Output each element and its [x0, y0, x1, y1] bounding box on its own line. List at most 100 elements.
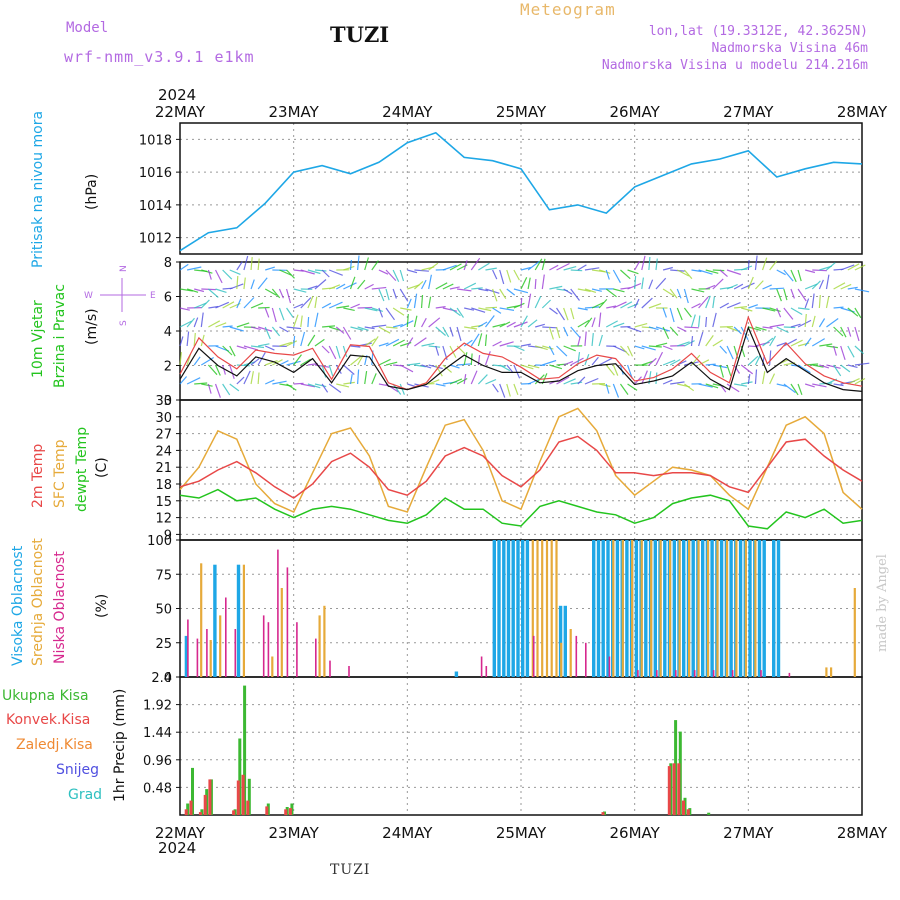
y-tick-label: 4 — [164, 325, 172, 340]
wind-arrow — [563, 307, 569, 321]
y-tick-label: 100 — [147, 534, 172, 549]
wind-arrow — [513, 269, 520, 281]
model-label: Model — [66, 20, 109, 36]
wind-arrow — [506, 321, 516, 328]
compass-w: W — [84, 291, 93, 301]
wind-arrow — [399, 269, 405, 282]
wind-arrow — [669, 358, 681, 366]
wind-arrow — [662, 288, 675, 297]
y-tick-label: 27 — [155, 428, 172, 443]
x-day-label-top: 24MAY — [382, 103, 433, 121]
wind-arrow — [492, 364, 506, 367]
wind-arrow — [378, 307, 384, 318]
wind-arrow — [413, 315, 418, 328]
wind-arrow — [534, 278, 537, 290]
wind-arrow — [584, 267, 600, 271]
wind-arrow — [265, 345, 275, 351]
wind-arrow — [541, 274, 545, 290]
wind-arrow — [499, 341, 514, 347]
wind-arrow — [300, 331, 306, 347]
wind-arrow — [619, 383, 629, 395]
wind-arrow — [740, 364, 754, 375]
wind-arrow — [734, 268, 748, 271]
precip-bar — [189, 800, 193, 815]
wind-arrow — [364, 283, 374, 290]
cloud-bar — [656, 670, 658, 677]
panel-frame — [179, 676, 863, 816]
wind-arrow — [406, 298, 412, 309]
wind-arrow — [200, 312, 204, 328]
wind-arrow — [279, 269, 292, 276]
wind-arrow — [726, 364, 732, 377]
wind-arrow — [257, 258, 260, 271]
cloud-bar — [592, 540, 596, 677]
wind-arrow — [449, 286, 460, 290]
wind-arrow — [258, 306, 270, 309]
wind-arrow — [612, 383, 620, 398]
wind-arrow — [307, 285, 318, 290]
cloud-bar — [675, 670, 677, 677]
wind-arrow — [627, 269, 639, 275]
wind-arrow — [435, 345, 440, 356]
wind-arrow — [236, 298, 242, 309]
x-day-label-bottom: 23MAY — [269, 824, 320, 842]
precip-bar — [284, 809, 288, 816]
wind-arrow — [350, 345, 361, 348]
wind-arrow — [741, 307, 753, 312]
wind-arrow — [606, 305, 617, 309]
x-day-label-top: 22MAY — [155, 103, 206, 121]
cloud-bar — [757, 540, 762, 677]
x-day-label-bottom: 28MAY — [837, 824, 888, 842]
wind-arrow — [847, 286, 858, 290]
wind-arrow — [435, 306, 446, 309]
cloud-bar — [738, 540, 743, 677]
wind-arrow — [399, 288, 409, 302]
cloud-bar — [267, 622, 270, 677]
wind-arrow — [783, 326, 796, 329]
wind-arrow — [535, 323, 545, 328]
wind-arrow — [698, 269, 713, 275]
cloud-bar — [621, 540, 624, 677]
wind-arrow — [676, 307, 683, 321]
wind-arrow — [762, 337, 774, 347]
wind-arrow — [328, 383, 342, 393]
cloud-bar — [525, 540, 530, 677]
wind-arrow — [477, 333, 483, 347]
wind-arrow — [634, 261, 641, 271]
wind-arrow — [442, 326, 450, 338]
wind-arrow — [428, 345, 441, 348]
wind-arrow — [776, 342, 787, 347]
wind-arrow — [634, 345, 645, 350]
wind-arrow — [762, 284, 772, 290]
wind-arrow — [257, 277, 268, 290]
wind-arrow — [307, 334, 316, 347]
wind-arrow — [854, 362, 870, 366]
wind-arrow — [705, 335, 714, 347]
wind-arrow — [477, 374, 488, 385]
cloud-bar — [596, 540, 601, 677]
y-tick-label: 6 — [164, 291, 172, 306]
cloud-bar — [480, 656, 483, 677]
cloud-bar — [669, 540, 672, 677]
wind-arrow — [464, 326, 478, 330]
wind-arrow — [797, 364, 811, 374]
wind-arrow — [591, 317, 596, 328]
wind-arrow — [342, 345, 348, 358]
cloud-bar — [663, 540, 667, 677]
wind-arrow — [655, 326, 671, 332]
wind-arrow — [825, 296, 830, 309]
wind-arrow — [833, 345, 837, 356]
wind-arrow — [264, 288, 277, 296]
wind-arrow — [179, 376, 188, 385]
precip-bar — [208, 779, 212, 815]
cloud-bar — [213, 564, 217, 677]
compass-e: E — [150, 291, 156, 301]
wind-arrow — [754, 255, 758, 271]
wind-arrow — [329, 326, 341, 331]
wind-arrow — [733, 364, 741, 374]
wind-arrow — [485, 315, 495, 328]
wind-arrow — [676, 288, 682, 299]
wind-arrow — [385, 269, 397, 282]
wind-arrow — [833, 364, 842, 377]
